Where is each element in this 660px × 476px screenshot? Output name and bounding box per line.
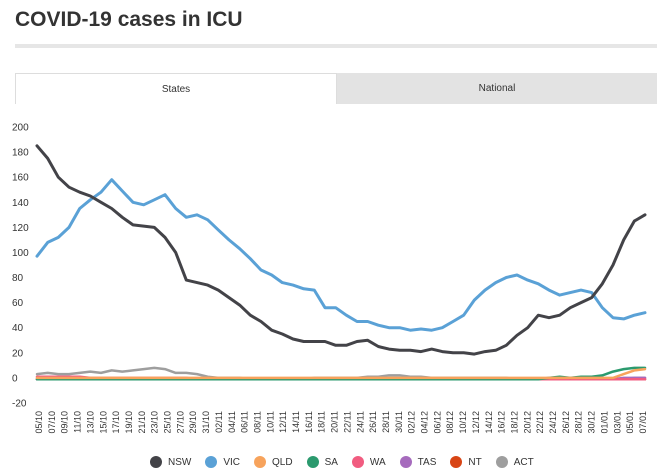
x-tick-label: 27/10 — [175, 411, 185, 434]
legend-item-qld[interactable]: QLD — [254, 456, 293, 468]
y-tick-label: 140 — [12, 198, 29, 209]
x-tick-label: 05/01 — [625, 411, 635, 434]
title-divider — [15, 44, 657, 48]
y-tick-label: 200 — [12, 123, 29, 134]
x-tick-label: 16/11 — [304, 411, 314, 433]
x-tick-label: 31/10 — [201, 411, 211, 434]
legend-label: ACT — [513, 456, 534, 468]
x-tick-label: 12/12 — [471, 411, 481, 434]
icu-line-chart: -20 0 20 40 60 80 100 120 140 160 180 200 05/10 07/10… — [12, 123, 648, 434]
x-tick-label: 04/11 — [227, 411, 237, 433]
y-tick-label: 80 — [12, 273, 24, 284]
x-tick-label: 28/12 — [574, 411, 584, 434]
x-tick-label: 13/10 — [85, 411, 95, 434]
x-tick-label: 28/11 — [381, 411, 391, 433]
x-tick-label: 20/11 — [330, 411, 340, 433]
x-tick-label: 26/11 — [368, 411, 378, 433]
x-tick-label: 23/10 — [150, 411, 160, 434]
legend-item-nt[interactable]: NT — [450, 456, 482, 468]
y-tick-label: 20 — [12, 348, 24, 359]
x-tick-label: 25/10 — [163, 411, 173, 434]
legend-label: QLD — [272, 456, 293, 468]
legend-item-sa[interactable]: SA — [306, 456, 338, 468]
x-tick-label: 30/11 — [394, 411, 404, 433]
legend-item-nsw[interactable]: NSW — [150, 456, 191, 468]
legend-marker-icon — [399, 456, 412, 468]
x-tick-label: 10/11 — [265, 411, 275, 433]
y-tick-label: -20 — [12, 399, 27, 410]
x-tick-label: 22/11 — [342, 411, 352, 433]
y-tick-label: 40 — [12, 323, 24, 334]
x-tick-label: 24/11 — [355, 411, 365, 433]
x-tick-label: 09/10 — [60, 411, 70, 434]
legend-item-act[interactable]: ACT — [495, 456, 534, 468]
legend-marker-icon — [205, 456, 218, 468]
x-tick-label: 17/10 — [111, 411, 121, 434]
x-tick-label: 30/12 — [587, 411, 597, 434]
x-tick-label: 24/12 — [548, 411, 558, 434]
tab-national[interactable]: National — [478, 83, 516, 94]
legend-label: NSW — [168, 456, 192, 468]
legend-marker-icon — [254, 456, 267, 468]
legend-item-wa[interactable]: WA — [351, 456, 386, 468]
x-tick-label: 20/12 — [522, 411, 532, 434]
x-tick-label: 12/11 — [278, 411, 288, 433]
x-tick-label: 05/10 — [34, 411, 44, 434]
x-tick-label: 18/12 — [509, 411, 519, 434]
tab-states[interactable]: States — [15, 73, 337, 104]
y-tick-label: 120 — [12, 223, 29, 234]
legend-label: NT — [468, 456, 482, 468]
x-tick-label: 08/12 — [445, 411, 455, 434]
legend-label: SA — [324, 456, 338, 468]
x-tick-label: 11/10 — [73, 411, 83, 433]
legend-label: TAS — [417, 456, 437, 468]
x-tick-label: 21/10 — [137, 411, 147, 434]
y-tick-label: 180 — [12, 148, 29, 159]
x-tick-label: 15/10 — [98, 411, 108, 434]
x-tick-label: 19/10 — [124, 411, 134, 434]
x-tick-label: 29/10 — [188, 411, 198, 434]
x-tick-label: 26/12 — [561, 411, 571, 434]
x-tick-label: 18/11 — [317, 411, 327, 433]
x-tick-label: 06/12 — [432, 411, 442, 434]
tab-bar: States National — [15, 73, 657, 104]
legend-item-tas[interactable]: TAS — [399, 456, 437, 468]
x-tick-label: 01/01 — [599, 411, 609, 434]
legend-marker-icon — [450, 456, 463, 468]
page-title: COVID-19 cases in ICU — [15, 8, 243, 31]
legend-marker-icon — [351, 456, 364, 468]
x-tick-label: 22/12 — [535, 411, 545, 434]
chart-legend: NSW VIC QLD SA WA TAS NT ACT — [150, 456, 548, 468]
x-tick-label: 14/11 — [291, 411, 301, 433]
legend-marker-icon — [495, 456, 508, 468]
x-tick-label: 08/11 — [252, 411, 262, 433]
x-tick-label: 16/12 — [497, 411, 507, 434]
legend-marker-icon — [150, 456, 162, 468]
legend-item-vic[interactable]: VIC — [205, 456, 240, 468]
legend-label: WA — [369, 456, 386, 468]
y-tick-label: 0 — [12, 373, 18, 384]
legend-label: VIC — [223, 456, 241, 468]
x-tick-label: 06/11 — [240, 411, 250, 433]
x-tick-label: 02/11 — [214, 411, 224, 433]
x-tick-label: 07/01 — [638, 411, 648, 434]
series-line-qld — [35, 367, 647, 380]
x-tick-label: 02/12 — [407, 411, 417, 434]
series-line-vic — [35, 178, 647, 332]
x-tick-label: 14/12 — [484, 411, 494, 434]
y-tick-label: 160 — [12, 173, 29, 184]
x-tick-label: 07/10 — [47, 411, 57, 434]
x-tick-label: 03/01 — [612, 411, 622, 434]
series-line-nsw — [35, 144, 647, 356]
legend-marker-icon — [306, 456, 319, 468]
y-tick-label: 60 — [12, 298, 24, 309]
x-tick-label: 10/12 — [458, 411, 468, 434]
y-tick-label: 100 — [12, 248, 29, 259]
x-tick-label: 04/12 — [420, 411, 430, 434]
